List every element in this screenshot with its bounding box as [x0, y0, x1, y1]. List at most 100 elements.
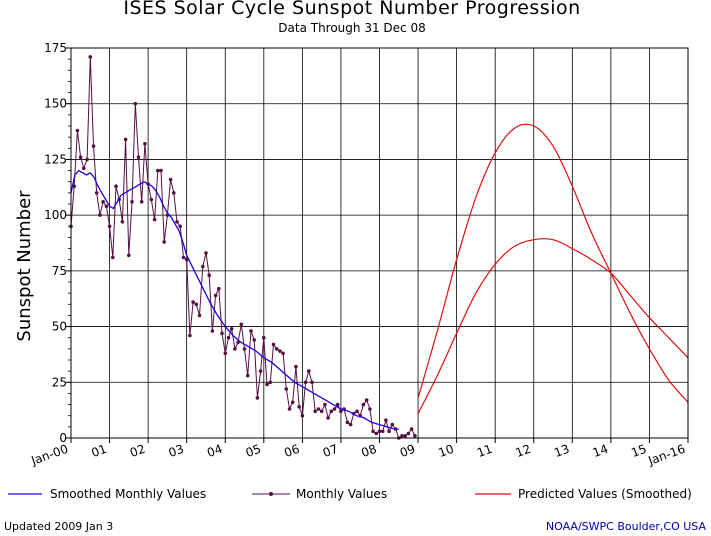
monthly-value-point [175, 220, 179, 224]
x-tick-label: 05 [244, 442, 263, 460]
monthly-value-point [377, 429, 382, 434]
monthly-value-point [406, 431, 411, 436]
monthly-value-point [162, 240, 166, 244]
monthly-value-point [149, 197, 154, 202]
monthly-value-point [159, 168, 163, 173]
monthly-value-point [329, 409, 334, 414]
monthly-value-point [313, 409, 318, 414]
monthly-value-point [316, 407, 321, 411]
monthly-value-point [355, 409, 359, 414]
monthly-value-point [290, 400, 295, 405]
monthly-value-point [265, 382, 269, 387]
monthly-value-point [371, 429, 375, 434]
x-tick-label: 04 [205, 442, 224, 460]
x-tick-label: 13 [552, 442, 571, 460]
monthly-value-point [188, 333, 192, 338]
monthly-value-point [75, 128, 80, 133]
monthly-value-point [323, 402, 327, 407]
monthly-value-point [172, 191, 176, 195]
y-tick-label: 100 [44, 208, 67, 222]
y-tick-label: 25 [52, 375, 67, 389]
y-axis-label: Sunspot Number [14, 190, 35, 342]
monthly-value-point [101, 200, 105, 204]
x-tick-label: 11 [475, 442, 494, 460]
x-tick-label: 15 [629, 442, 648, 460]
chart-title: ISES Solar Cycle Sunspot Number Progress… [123, 0, 580, 19]
monthly-value-point [339, 409, 343, 414]
monthly-value-point [194, 302, 199, 307]
monthly-value-point [88, 55, 93, 59]
monthly-value-point [274, 347, 279, 351]
x-tick-label: Jan-00 [28, 442, 70, 469]
monthly-value-point [390, 422, 395, 427]
monthly-value-point [98, 213, 102, 217]
monthly-value-point [197, 313, 202, 318]
monthly-value-point [284, 387, 289, 391]
monthly-value-point [361, 402, 366, 407]
monthly-value-point [326, 416, 330, 420]
monthly-value-point [217, 286, 221, 291]
x-tick-label: Jan-16 [645, 442, 687, 469]
monthly-value-point [400, 434, 404, 438]
footer-credit: NOAA/SWPC Boulder,CO USA [546, 520, 707, 533]
monthly-value-point [297, 405, 302, 409]
monthly-value-point [85, 157, 89, 162]
legend-label-smoothed: Smoothed Monthly Values [50, 487, 206, 501]
series [69, 55, 689, 440]
monthly-value-point [114, 184, 118, 188]
x-tick-label: 03 [167, 442, 186, 460]
monthly-value-point [384, 418, 388, 423]
monthly-value-point [168, 177, 173, 182]
monthly-value-point [133, 101, 138, 106]
monthly-value-point [307, 369, 311, 373]
monthly-value-point [413, 434, 417, 438]
monthly-value-point [409, 427, 414, 431]
monthly-value-point [245, 373, 250, 378]
monthly-value-point [123, 137, 128, 142]
monthly-value-point [335, 402, 340, 407]
legend-label-predicted: Predicted Values (Smoothed) [518, 487, 692, 501]
monthly-value-point [220, 331, 224, 336]
monthly-value-point [303, 380, 308, 385]
monthly-value-point [82, 166, 86, 171]
monthly-value-point [143, 142, 147, 146]
grid [66, 47, 689, 443]
monthly-value-point [249, 329, 253, 333]
y-tick-labels: 0 25 50 75 100 125 150 175 [44, 41, 67, 445]
x-tick-label: 10 [437, 442, 456, 460]
monthly-value-point [184, 257, 189, 262]
x-tick-label: 02 [128, 442, 147, 460]
y-tick-label: 150 [44, 97, 67, 111]
monthly-value-point [239, 322, 244, 327]
chart-subtitle: Data Through 31 Dec 08 [278, 21, 425, 35]
monthly-value-point [201, 264, 205, 269]
monthly-value-point [368, 407, 372, 411]
monthly-value-point [233, 347, 237, 351]
monthly-value-point [300, 413, 305, 418]
x-tick-label: 01 [89, 442, 108, 460]
smoothed-values-line [70, 169, 399, 430]
monthly-value-point [152, 217, 157, 222]
legend-swatch-monthly-marker [269, 492, 273, 496]
x-tick-label: 12 [514, 442, 533, 460]
monthly-value-point [226, 335, 231, 340]
monthly-value-point [287, 407, 292, 411]
monthly-value-point [181, 255, 186, 260]
monthly-value-point [213, 293, 218, 298]
plot-frame [70, 47, 689, 439]
monthly-value-point [271, 342, 276, 347]
monthly-value-point [94, 191, 99, 195]
monthly-value-point [319, 409, 324, 414]
monthly-value-point [120, 220, 125, 224]
monthly-value-point [111, 255, 115, 260]
x-tick-label: 09 [398, 442, 417, 460]
y-tick-label: 50 [52, 320, 67, 334]
monthly-value-point [210, 329, 215, 333]
monthly-value-point [387, 429, 391, 434]
monthly-value-point [139, 200, 144, 204]
monthly-value-point [278, 349, 282, 353]
monthly-value-point [258, 369, 263, 373]
monthly-value-point [204, 251, 208, 255]
monthly-value-point [374, 431, 379, 436]
monthly-value-point [91, 144, 96, 148]
